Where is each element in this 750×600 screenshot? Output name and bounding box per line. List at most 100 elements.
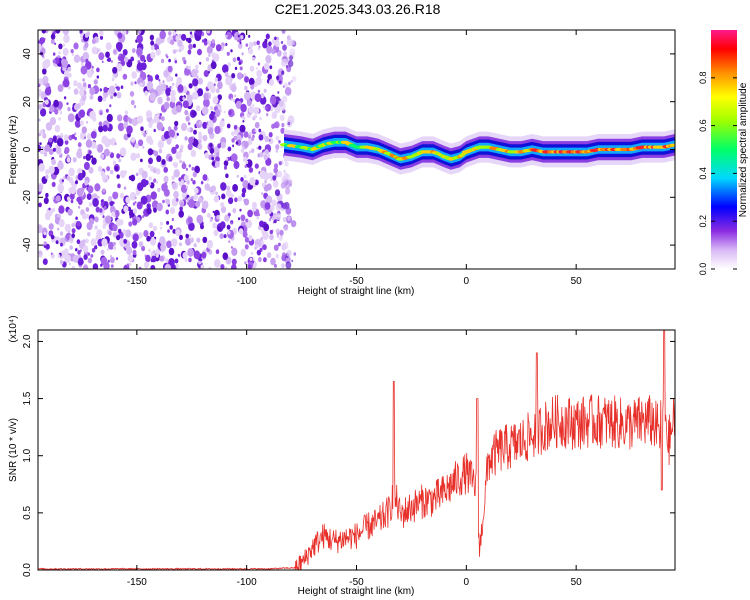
noise-speckle bbox=[242, 120, 245, 123]
noise-speckle bbox=[171, 146, 177, 154]
noise-speckle bbox=[243, 131, 249, 138]
noise-speckle bbox=[44, 144, 51, 152]
noise-speckle bbox=[211, 39, 215, 44]
noise-speckle bbox=[163, 188, 170, 197]
noise-speckle bbox=[293, 252, 297, 256]
noise-speckle bbox=[148, 248, 151, 253]
noise-speckle bbox=[147, 164, 151, 169]
noise-speckle bbox=[110, 60, 113, 63]
noise-speckle bbox=[227, 229, 235, 239]
noise-speckle bbox=[78, 109, 86, 118]
noise-speckle bbox=[173, 125, 178, 131]
noise-speckle bbox=[158, 142, 164, 149]
noise-speckle bbox=[140, 70, 144, 74]
noise-speckle bbox=[176, 104, 182, 113]
noise-speckle bbox=[72, 157, 77, 163]
noise-speckle bbox=[116, 234, 121, 241]
noise-speckle bbox=[187, 113, 191, 117]
noise-speckle bbox=[269, 65, 273, 70]
noise-speckle bbox=[71, 265, 76, 269]
noise-speckle bbox=[140, 158, 143, 163]
noise-speckle bbox=[116, 63, 123, 72]
noise-speckle bbox=[214, 125, 221, 135]
noise-speckle bbox=[240, 35, 244, 40]
noise-speckle bbox=[273, 244, 279, 251]
noise-speckle bbox=[256, 69, 263, 78]
noise-speckle bbox=[247, 264, 252, 269]
noise-speckle bbox=[87, 252, 90, 256]
snr-ylabel: SNR (10 * v/v) bbox=[8, 418, 19, 482]
noise-speckle bbox=[257, 47, 261, 51]
noise-speckle bbox=[250, 148, 255, 154]
noise-speckle bbox=[118, 53, 121, 57]
noise-speckle bbox=[108, 241, 114, 250]
noise-speckle bbox=[135, 190, 140, 196]
noise-speckle bbox=[157, 96, 163, 105]
noise-speckle bbox=[117, 32, 123, 39]
noise-speckle bbox=[129, 215, 132, 219]
noise-speckle bbox=[249, 65, 255, 72]
noise-speckle bbox=[248, 47, 253, 55]
noise-speckle bbox=[179, 95, 184, 102]
noise-speckle bbox=[265, 33, 270, 40]
noise-speckle bbox=[274, 36, 277, 41]
noise-speckle bbox=[268, 79, 274, 86]
noise-speckle bbox=[192, 171, 197, 178]
noise-speckle bbox=[243, 198, 246, 203]
noise-speckle bbox=[188, 222, 195, 231]
noise-speckle bbox=[119, 170, 126, 179]
noise-speckle bbox=[189, 234, 191, 237]
noise-speckle bbox=[58, 117, 61, 121]
noise-speckle bbox=[263, 223, 270, 232]
noise-speckle bbox=[40, 108, 47, 117]
noise-speckle bbox=[142, 145, 145, 149]
noise-speckle bbox=[214, 259, 221, 268]
noise-speckle bbox=[250, 84, 255, 90]
x-tick-label: 0 bbox=[464, 276, 470, 287]
noise-speckle bbox=[248, 235, 253, 242]
noise-speckle bbox=[163, 70, 169, 78]
noise-speckle bbox=[175, 263, 179, 269]
noise-speckle bbox=[270, 257, 276, 266]
colorbar-tick-label: 0.8 bbox=[698, 72, 708, 85]
noise-speckle bbox=[185, 185, 189, 189]
noise-speckle bbox=[98, 52, 105, 61]
ridge-inner bbox=[284, 138, 675, 164]
noise-speckle bbox=[239, 208, 242, 212]
noise-speckle bbox=[159, 30, 166, 40]
noise-speckle bbox=[194, 165, 201, 174]
noise-speckle bbox=[58, 51, 61, 55]
noise-speckle bbox=[183, 60, 187, 65]
noise-speckle bbox=[97, 166, 103, 172]
noise-speckle bbox=[224, 71, 229, 77]
noise-speckle bbox=[112, 224, 118, 232]
noise-speckle bbox=[264, 38, 268, 43]
noise-speckle bbox=[85, 139, 93, 148]
noise-speckle bbox=[103, 148, 110, 157]
noise-speckle bbox=[112, 74, 115, 78]
noise-speckle bbox=[197, 138, 202, 144]
noise-speckle bbox=[160, 58, 165, 64]
noise-speckle bbox=[186, 94, 193, 103]
noise-speckle bbox=[219, 120, 225, 128]
x-tick-label: -100 bbox=[237, 276, 257, 287]
noise-speckle bbox=[69, 245, 73, 251]
noise-speckle bbox=[226, 185, 231, 191]
noise-speckle bbox=[223, 110, 226, 114]
noise-speckle bbox=[230, 97, 233, 101]
noise-speckle bbox=[231, 131, 235, 136]
noise-speckle bbox=[142, 215, 145, 218]
noise-speckle bbox=[166, 55, 169, 59]
noise-speckle bbox=[52, 52, 56, 56]
noise-speckle bbox=[226, 31, 232, 40]
noise-speckle bbox=[245, 160, 249, 164]
noise-speckle bbox=[152, 168, 157, 174]
noise-speckle bbox=[62, 78, 70, 88]
noise-speckle bbox=[102, 188, 106, 193]
noise-speckle bbox=[182, 56, 186, 62]
noise-speckle bbox=[264, 210, 268, 215]
x-tick-label: 50 bbox=[571, 577, 583, 588]
noise-speckle bbox=[254, 129, 257, 133]
noise-speckle bbox=[58, 219, 65, 228]
noise-speckle bbox=[187, 143, 193, 151]
